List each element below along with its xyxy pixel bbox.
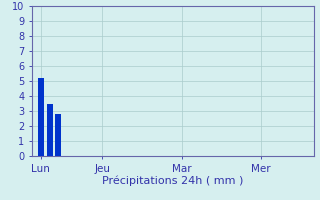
Bar bbox=[55, 114, 61, 156]
Bar bbox=[38, 78, 44, 156]
Bar bbox=[46, 104, 53, 156]
X-axis label: Précipitations 24h ( mm ): Précipitations 24h ( mm ) bbox=[102, 175, 244, 186]
